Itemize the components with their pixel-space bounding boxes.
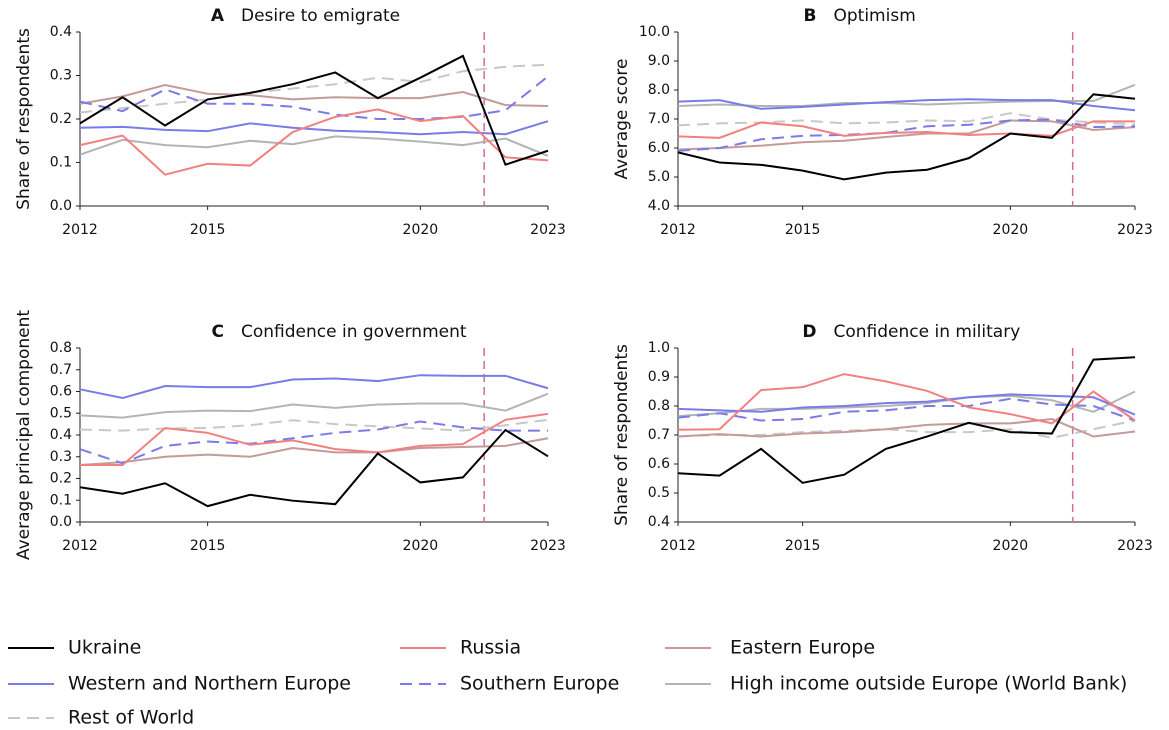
panel-title: Desire to emigrate	[241, 6, 400, 26]
series-line	[79, 420, 548, 465]
y-tick-label: 1.0	[648, 340, 670, 356]
legend-label: Ukraine	[68, 637, 141, 659]
x-tick-label: 2012	[660, 538, 696, 554]
y-tick-label: 0.9	[648, 369, 670, 385]
legend-label: Russia	[460, 637, 521, 659]
series-line	[677, 390, 1136, 418]
y-tick-label: 0.4	[648, 514, 670, 530]
y-tick-label: 0.1	[50, 155, 72, 171]
y-tick-label: 4.0	[648, 198, 670, 214]
series-line	[677, 98, 1136, 112]
panel-letter: D	[802, 322, 816, 342]
y-tick-label: 0.6	[50, 384, 72, 400]
series-line	[677, 393, 1136, 416]
y-tick-label: 0.2	[50, 111, 72, 127]
y-axis-label: Average principal component	[14, 310, 34, 560]
x-tick-label: 2015	[785, 222, 821, 238]
x-tick-label: 2020	[993, 538, 1029, 554]
series-line	[79, 135, 549, 157]
series-line	[79, 84, 549, 107]
x-tick-label: 2023	[1117, 538, 1153, 554]
legend-label: Rest of World	[68, 707, 194, 729]
y-tick-label: 0.3	[50, 68, 72, 84]
y-axis-label: Average score	[612, 59, 632, 180]
x-tick-label: 2023	[530, 222, 566, 238]
y-tick-label: 0.5	[50, 405, 72, 421]
panel-title: Confidence in military	[834, 322, 1021, 342]
y-tick-label: 9.0	[648, 53, 670, 69]
y-tick-label: 0.4	[50, 427, 72, 443]
series-line	[79, 392, 549, 419]
x-tick-label: 2012	[62, 222, 98, 238]
y-tick-label: 8.0	[648, 82, 670, 98]
y-tick-label: 5.0	[648, 169, 670, 185]
series-line	[79, 374, 549, 400]
x-tick-label: 2023	[1117, 222, 1153, 238]
legend-label: High income outside Europe (World Bank)	[730, 673, 1127, 695]
series-line	[79, 54, 549, 166]
y-tick-label: 0.8	[648, 398, 670, 414]
y-axis-label: Share of respondents	[612, 344, 632, 526]
series-line	[677, 356, 1136, 484]
x-tick-label: 2015	[190, 222, 226, 238]
legend-label: Western and Northern Europe	[68, 673, 351, 695]
series-line	[79, 63, 549, 114]
panel-title: Confidence in government	[241, 322, 467, 342]
legend-label: Southern Europe	[460, 673, 619, 695]
y-tick-label: 0.7	[50, 362, 72, 378]
series-line	[677, 119, 1136, 151]
series-line	[79, 108, 549, 176]
series-line	[80, 412, 549, 467]
panel-letter: C	[212, 322, 224, 342]
series-line	[677, 93, 1136, 181]
series-line	[79, 120, 549, 136]
y-tick-label: 0.2	[50, 471, 72, 487]
panel-letter: B	[804, 6, 817, 26]
series-line	[677, 419, 1136, 439]
y-tick-label: 0.0	[50, 198, 72, 214]
series-line	[79, 428, 549, 508]
panel-title: Optimism	[834, 6, 916, 26]
x-tick-label: 2015	[785, 538, 821, 554]
y-tick-label: 0.7	[648, 427, 670, 443]
y-tick-label: 7.0	[648, 111, 670, 127]
y-tick-label: 0.6	[648, 456, 670, 472]
y-tick-label: 0.1	[50, 492, 72, 508]
x-tick-label: 2020	[993, 222, 1029, 238]
x-tick-label: 2015	[190, 538, 226, 554]
y-tick-label: 0.0	[50, 514, 72, 530]
series-line	[79, 75, 549, 120]
x-tick-label: 2020	[403, 538, 439, 554]
series-line	[79, 418, 549, 432]
x-tick-label: 2012	[660, 222, 696, 238]
y-tick-label: 0.5	[648, 485, 670, 501]
panel-letter: A	[211, 6, 225, 26]
y-axis-label: Share of respondents	[14, 28, 34, 210]
x-tick-label: 2012	[62, 538, 98, 554]
y-tick-label: 0.4	[50, 24, 72, 40]
y-tick-label: 6.0	[648, 140, 670, 156]
y-tick-label: 10.0	[639, 24, 670, 40]
x-tick-label: 2020	[403, 222, 439, 238]
series-line	[79, 437, 549, 467]
series-line	[677, 397, 1136, 422]
y-tick-label: 0.8	[50, 340, 72, 356]
legend-label: Eastern Europe	[730, 637, 875, 659]
series-line	[677, 120, 1135, 139]
series-line	[677, 373, 1136, 431]
series-line	[677, 118, 1136, 152]
y-tick-label: 0.3	[50, 449, 72, 465]
x-tick-label: 2023	[530, 538, 566, 554]
